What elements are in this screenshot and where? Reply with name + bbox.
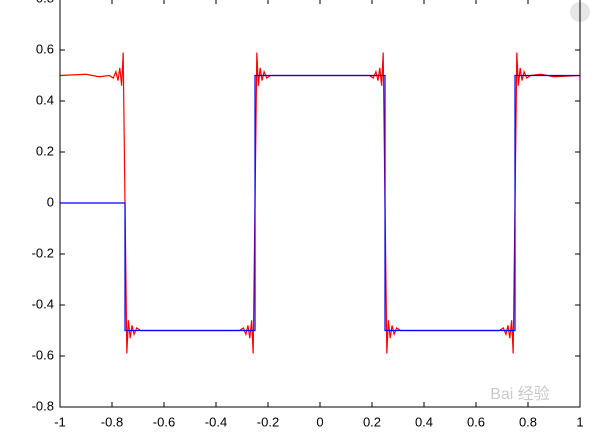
y-tick-label: 0.6 [36, 41, 54, 56]
x-tick-label: 0 [316, 414, 323, 429]
x-tick-label: -1 [54, 414, 66, 429]
y-tick-label: 0 [47, 194, 54, 209]
x-tick-label: 0.4 [415, 414, 433, 429]
watermark: Bai 经验 [490, 385, 550, 403]
y-tick-label: -0.6 [32, 347, 54, 362]
y-tick-label: -0.2 [32, 245, 54, 260]
y-tick-label: -0.8 [32, 398, 54, 413]
x-tick-label: -0.4 [205, 414, 227, 429]
x-tick-label: 0.8 [519, 414, 537, 429]
y-tick-label: 0.4 [36, 92, 54, 107]
x-tick-label: -0.2 [257, 414, 279, 429]
line-series [60, 74, 580, 332]
x-tick-label: -0.8 [101, 414, 123, 429]
plot-area [60, 0, 580, 407]
x-tick-label: 0.6 [467, 414, 485, 429]
y-tick-label: -0.4 [32, 296, 54, 311]
axes-box [59, 0, 581, 408]
y-tick-label: 0.8 [36, 0, 54, 5]
y-tick-label: 0.2 [36, 143, 54, 158]
x-tick-label: 1 [576, 414, 583, 429]
x-tick-label: -0.6 [153, 414, 175, 429]
x-tick-label: 0.2 [363, 414, 381, 429]
